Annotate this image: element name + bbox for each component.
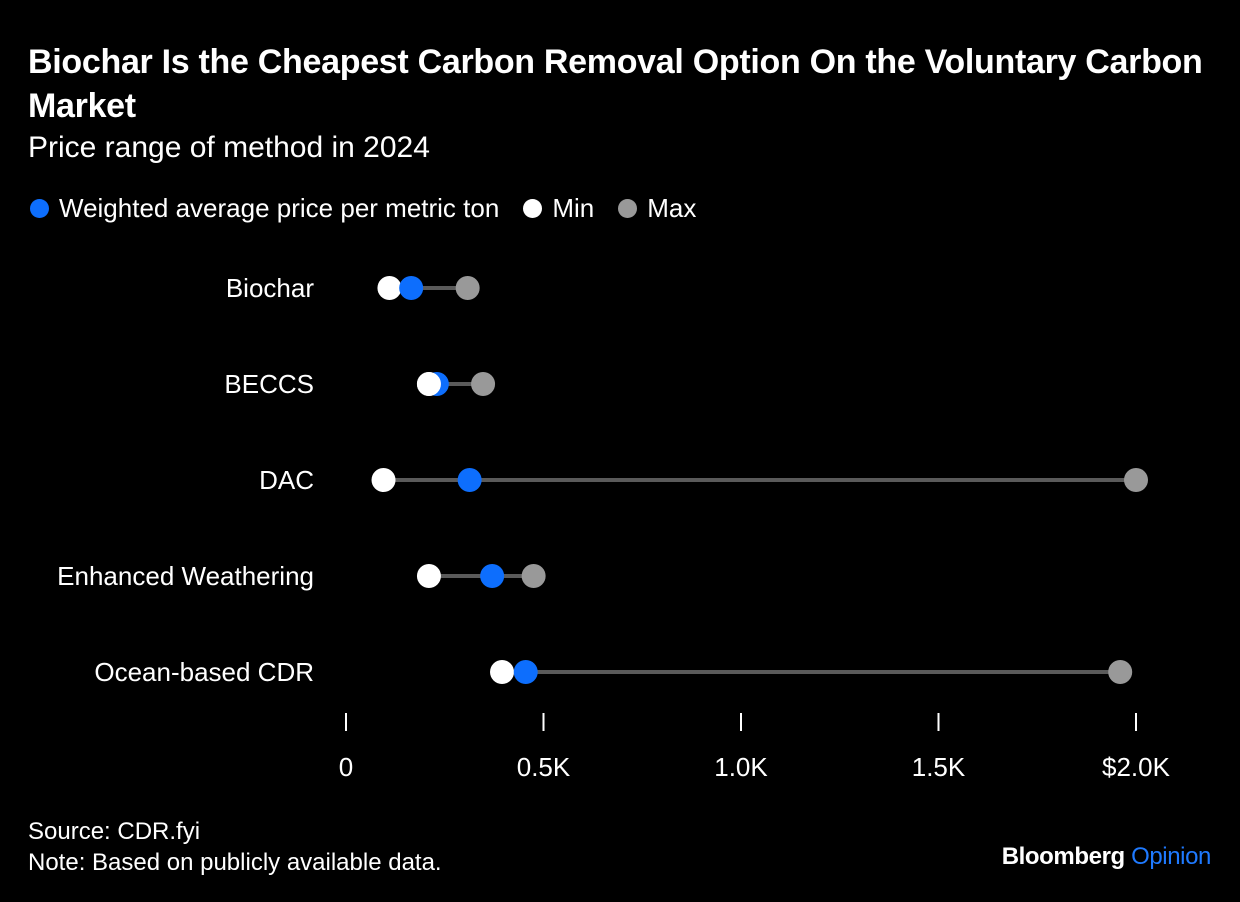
legend-swatch-min	[523, 198, 543, 218]
legend-item-weighted: Weighted average price per metric ton	[30, 192, 499, 224]
legend-item-max: Max	[618, 192, 696, 224]
category-label-dac: DAC	[259, 465, 314, 495]
source-note: Source: CDR.fyi	[28, 818, 201, 845]
legend-label-weighted: Weighted average price per metric ton	[59, 193, 500, 223]
max-point-biochar	[455, 276, 480, 300]
data-note: Note: Based on publicly available data.	[28, 849, 442, 876]
brand-name: Bloomberg	[1001, 843, 1125, 870]
chart-title: Biochar Is the Cheapest Carbon Removal O…	[28, 43, 1203, 125]
brand-logo: Bloomberg Opinion	[1001, 843, 1212, 871]
legend-swatch-weighted	[30, 198, 49, 218]
min-point-ocean-based-cdr	[490, 660, 515, 684]
max-point-dac	[1124, 468, 1148, 492]
min-point-overlay-beccs	[416, 372, 441, 396]
min-point-enhanced-weathering	[416, 564, 441, 588]
legend: Weighted average price per metric ton Mi…	[30, 192, 720, 224]
min-point-biochar	[377, 276, 402, 300]
category-label-enhanced-weathering: Enhanced Weathering	[57, 561, 314, 591]
category-label-biochar: Biochar	[226, 273, 314, 303]
max-point-ocean-based-cdr	[1108, 660, 1133, 684]
category-label-ocean-based-cdr: Ocean-based CDR	[94, 657, 314, 687]
legend-label-max: Max	[647, 193, 697, 223]
x-tick-label-2: 1.0K	[714, 752, 768, 782]
min-point-dac	[371, 468, 396, 492]
legend-label-min: Min	[552, 193, 595, 223]
x-tick-label-0: 0	[339, 752, 353, 782]
brand-section: Opinion	[1131, 843, 1211, 870]
max-point-beccs	[471, 372, 496, 396]
weighted-point-dac	[457, 468, 482, 492]
weighted-point-biochar	[399, 276, 424, 300]
x-tick-label-4: $2.0K	[1102, 752, 1171, 782]
chart-subtitle: Price range of method in 2024	[28, 131, 430, 164]
legend-item-min: Min	[523, 192, 594, 224]
weighted-point-enhanced-weathering	[480, 564, 505, 588]
x-tick-label-3: 1.5K	[912, 752, 966, 782]
weighted-point-ocean-based-cdr	[513, 660, 538, 684]
category-label-beccs: BECCS	[224, 369, 314, 399]
footer: Source: CDR.fyi Note: Based on publicly …	[28, 816, 442, 878]
x-tick-label-1: 0.5K	[517, 752, 571, 782]
max-point-enhanced-weathering	[521, 564, 546, 588]
legend-swatch-max	[618, 198, 638, 218]
